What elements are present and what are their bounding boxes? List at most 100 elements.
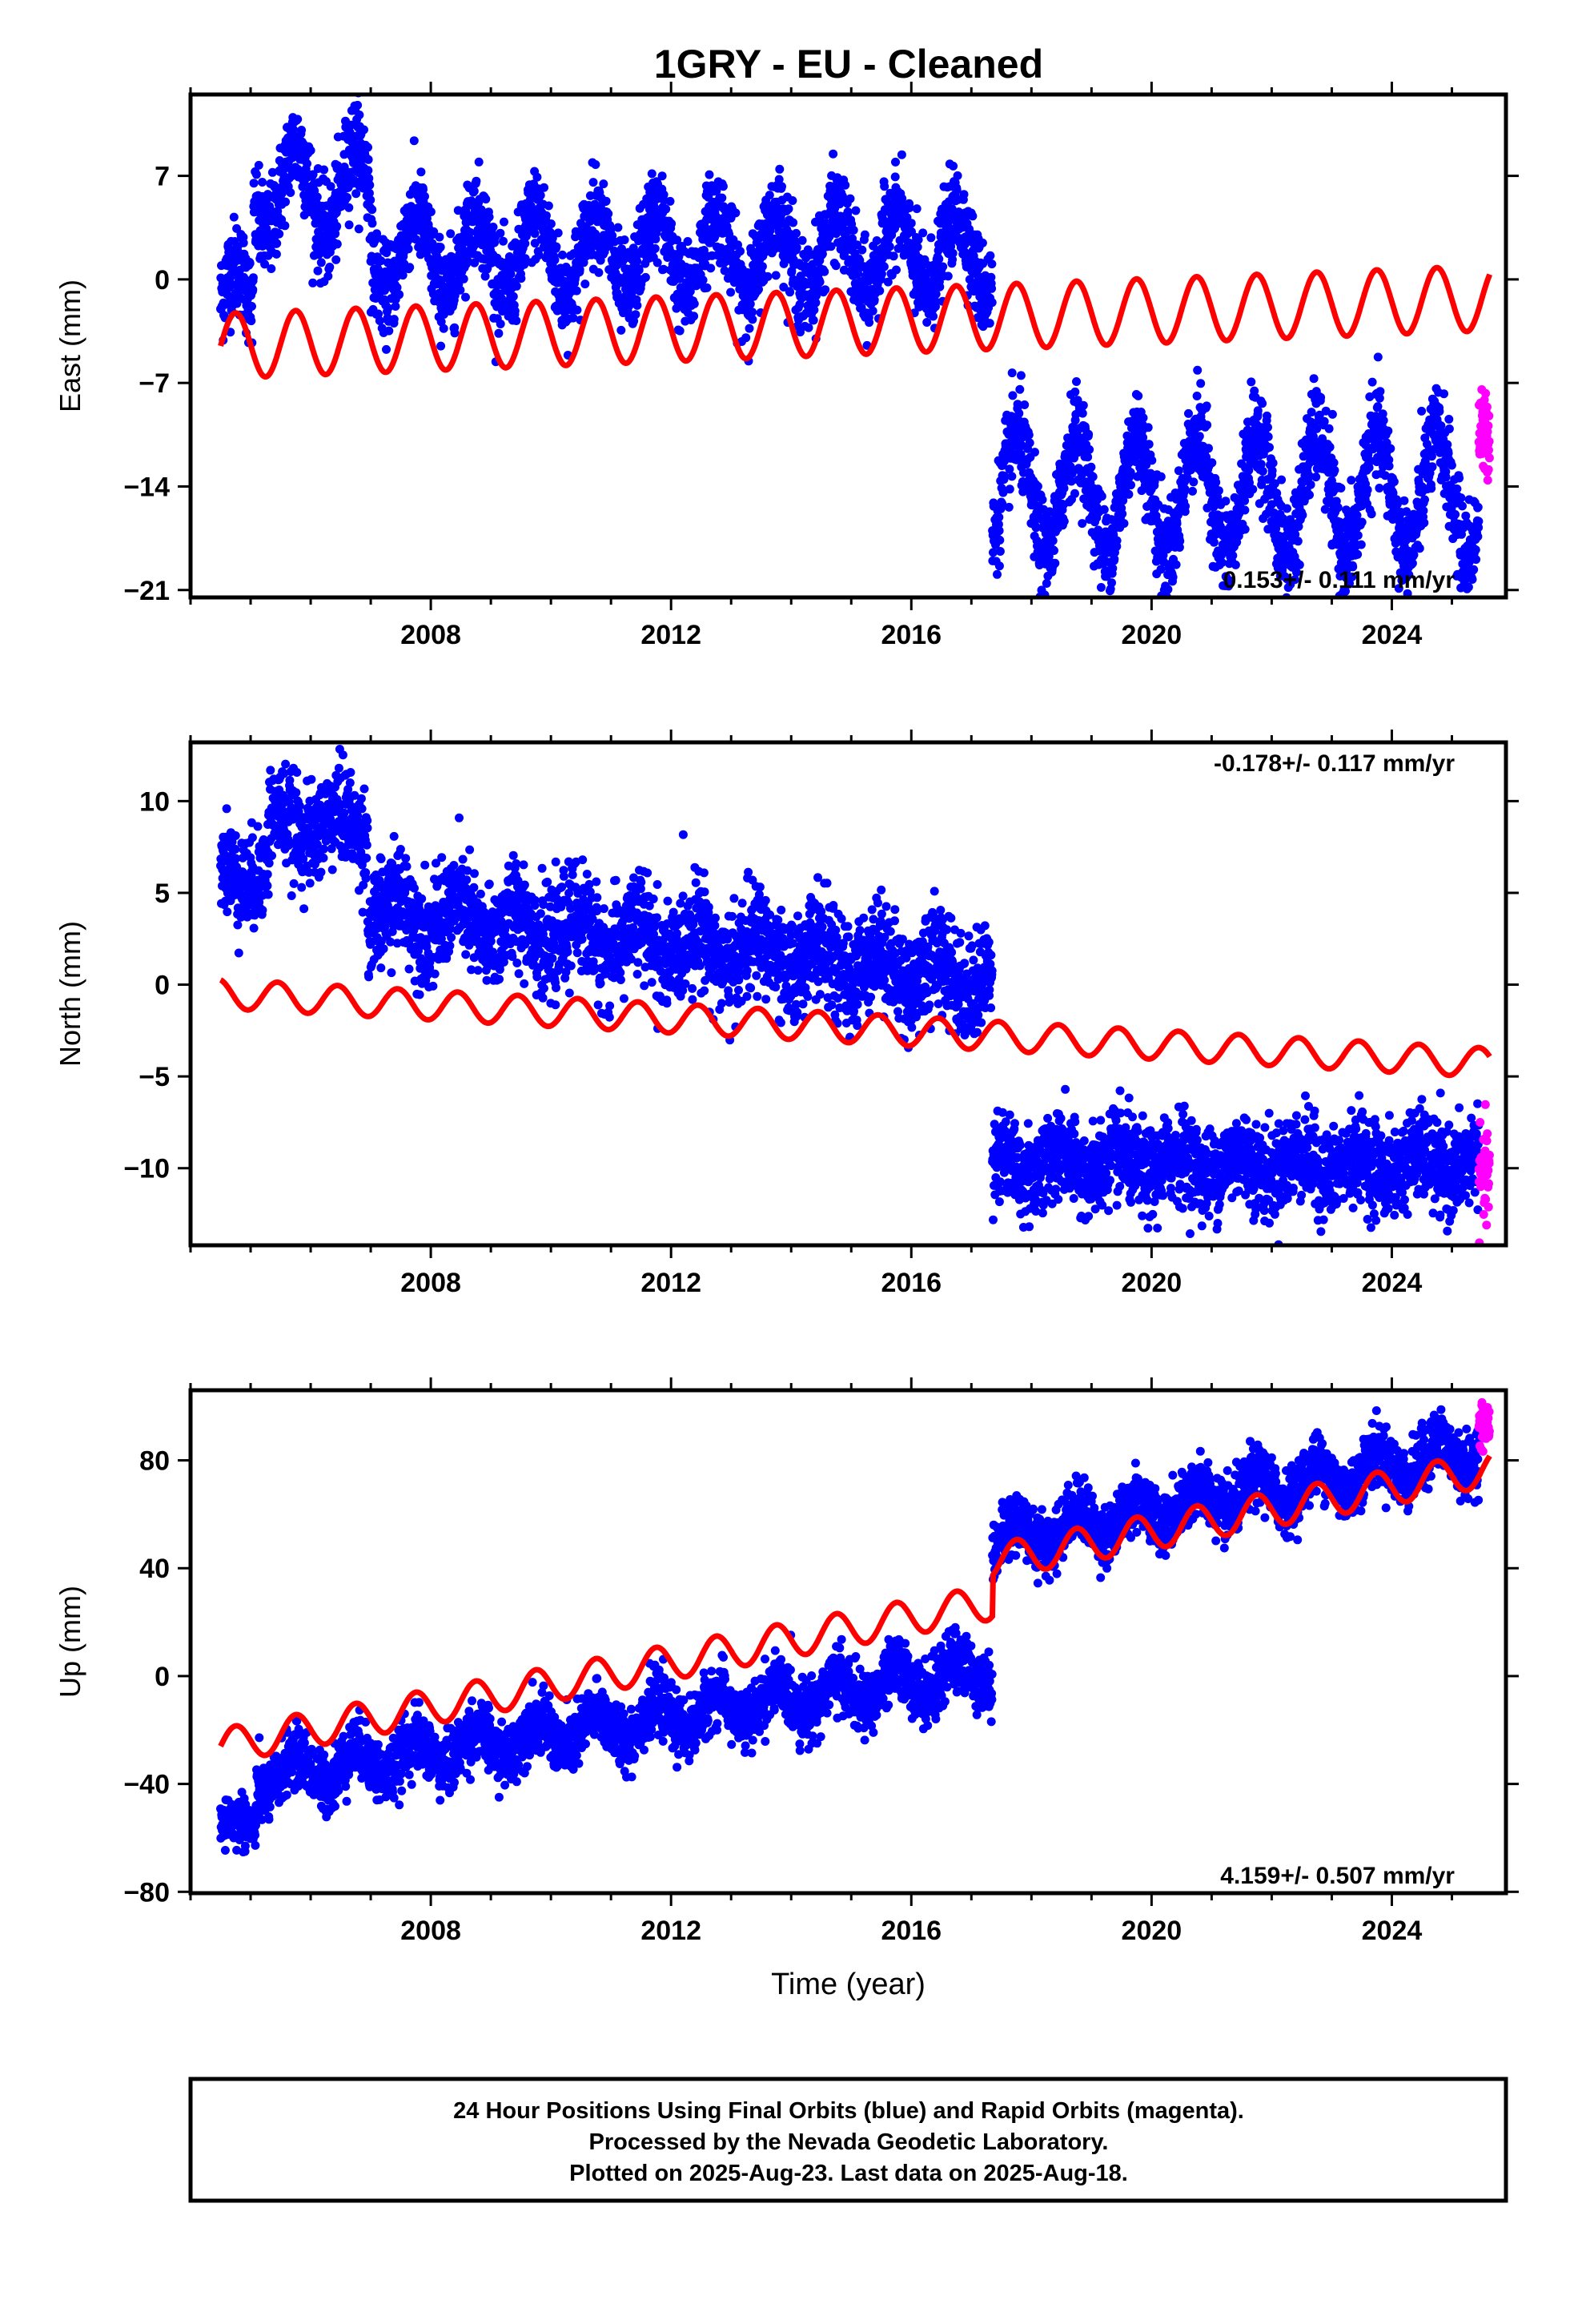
final-orbit-point <box>698 275 708 285</box>
y-tick-label: −7 <box>139 368 170 399</box>
final-orbit-point <box>968 211 978 221</box>
final-orbit-point <box>1386 444 1395 453</box>
final-orbit-point <box>1083 452 1093 462</box>
final-orbit-point <box>1312 424 1322 433</box>
final-orbit-point <box>1025 438 1034 448</box>
final-orbit-point <box>1375 484 1384 493</box>
final-orbit-point <box>540 183 548 192</box>
final-orbit-point <box>1315 410 1324 420</box>
final-orbit-point <box>745 300 755 309</box>
final-orbit-point <box>1007 472 1017 481</box>
final-orbit-point <box>667 219 677 228</box>
final-orbit-point <box>1258 399 1267 408</box>
final-orbit-point <box>754 284 763 294</box>
final-orbit-point <box>1245 478 1254 488</box>
final-orbit-point <box>272 239 282 248</box>
final-orbit-point <box>1250 386 1259 396</box>
final-orbit-point <box>223 907 232 917</box>
final-orbit-point <box>943 271 953 281</box>
final-orbit-point <box>1214 486 1223 496</box>
final-orbit-point <box>995 547 1005 556</box>
final-orbit-point <box>439 324 448 333</box>
final-orbit-point <box>1042 579 1051 588</box>
final-orbit-point <box>1271 524 1281 533</box>
final-orbit-point <box>1375 387 1385 396</box>
final-orbit-point <box>891 157 900 167</box>
final-orbit-point <box>763 271 773 281</box>
final-orbit-point <box>1316 392 1326 402</box>
final-orbit-point <box>865 318 874 328</box>
final-orbit-point <box>316 258 326 267</box>
final-orbit-point <box>1070 489 1079 498</box>
final-orbit-point <box>344 203 354 212</box>
final-orbit-point <box>271 249 281 259</box>
final-orbit-point <box>689 299 699 308</box>
final-orbit-point <box>1307 408 1316 417</box>
final-orbit-point <box>420 191 429 201</box>
final-orbit-point <box>1474 517 1484 526</box>
final-orbit-point <box>1078 400 1088 410</box>
rapid-orbit-point <box>1482 402 1492 412</box>
final-orbit-point <box>748 308 757 317</box>
final-orbit-point <box>1444 415 1454 424</box>
final-orbit-point <box>435 232 444 242</box>
final-orbit-point <box>1221 497 1231 506</box>
final-orbit-point <box>367 219 377 228</box>
final-orbit-point <box>1456 493 1466 503</box>
final-orbit-point <box>809 316 818 325</box>
final-orbit-point <box>929 312 938 321</box>
final-orbit-point <box>463 256 472 265</box>
final-orbit-point <box>347 120 356 130</box>
final-orbit-point <box>1209 537 1219 547</box>
final-orbit-point <box>552 242 561 251</box>
final-orbit-point <box>1078 408 1087 418</box>
final-orbit-point <box>1384 455 1394 464</box>
final-orbit-point <box>262 224 271 234</box>
final-orbit-point <box>1143 423 1153 432</box>
final-orbit-point <box>897 150 906 159</box>
final-orbit-point <box>946 242 956 251</box>
final-orbit-point <box>1363 485 1372 495</box>
final-orbit-point <box>456 285 465 295</box>
final-orbit-point <box>934 254 944 263</box>
final-orbit-point <box>1078 519 1087 529</box>
final-orbit-point <box>877 269 886 279</box>
final-orbit-point <box>419 185 428 195</box>
plot-area <box>216 745 1494 1245</box>
final-orbit-point <box>913 235 923 244</box>
final-orbit-point <box>472 176 481 186</box>
final-orbit-point <box>248 285 258 295</box>
final-orbit-point <box>1290 575 1299 585</box>
final-orbit-point <box>784 204 793 214</box>
final-orbit-point <box>332 239 342 249</box>
final-orbit-point <box>890 172 900 182</box>
final-orbit-point <box>588 178 598 187</box>
final-orbit-point <box>231 854 241 863</box>
final-orbit-point <box>1099 505 1109 514</box>
final-orbit-point <box>720 266 729 275</box>
final-orbit-point <box>1353 531 1363 540</box>
final-orbit-point <box>461 292 470 302</box>
final-orbit-point <box>1240 496 1250 505</box>
final-orbit-point <box>1417 406 1427 416</box>
rate-annotation: 0.153+/- 0.111 mm/yr <box>1223 567 1456 593</box>
final-orbit-point <box>875 286 885 296</box>
final-orbit-point <box>1263 432 1273 441</box>
final-orbit-point <box>1378 409 1387 419</box>
final-orbit-point <box>1325 442 1335 452</box>
final-orbit-point <box>1468 575 1477 584</box>
final-orbit-point <box>512 316 521 325</box>
final-orbit-point <box>1138 413 1148 423</box>
final-orbit-point <box>1189 477 1199 487</box>
final-orbit-point <box>1347 476 1356 485</box>
final-orbit-point <box>536 191 545 200</box>
final-orbit-point <box>748 315 757 324</box>
final-orbit-point <box>1228 551 1238 561</box>
rapid-orbit-point <box>1484 453 1494 463</box>
final-orbit-point <box>1181 501 1191 511</box>
final-orbit-point <box>1419 518 1429 528</box>
final-orbit-point <box>629 316 639 326</box>
final-orbit-point <box>657 171 667 181</box>
final-orbit-point <box>1066 462 1075 472</box>
final-orbit-point <box>409 136 419 146</box>
